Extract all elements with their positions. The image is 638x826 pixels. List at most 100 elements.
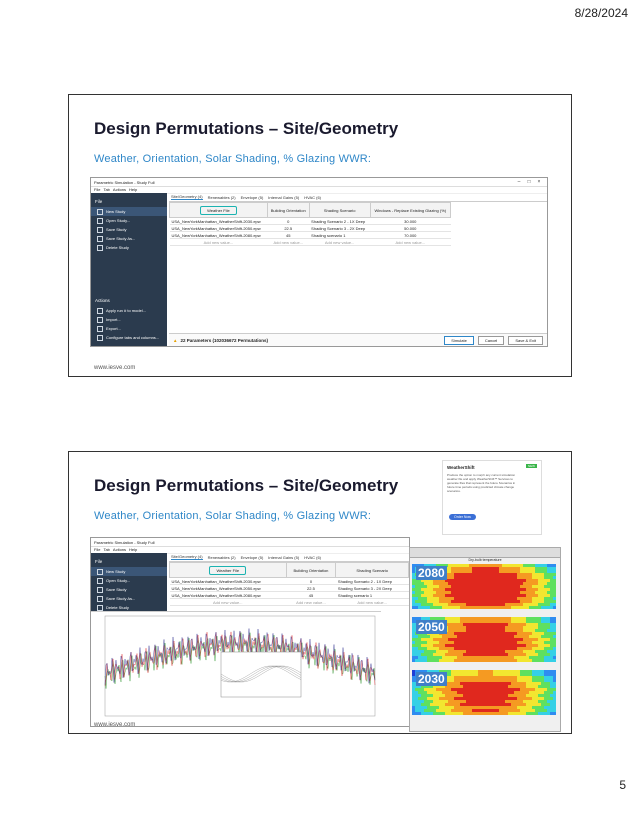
sidebar-item-new-study[interactable]: New Study <box>91 207 167 216</box>
add-new-orientation[interactable]: Add new value... <box>267 238 310 246</box>
save-exit-button[interactable]: Save & Exit <box>508 335 543 345</box>
heatmap-cell <box>481 647 484 650</box>
cell-orientation[interactable]: 22.5 <box>286 584 336 592</box>
table-row[interactable]: USA_NewYorkManhattan_WeatherShift-2080.e… <box>169 591 409 599</box>
cancel-button[interactable]: Cancel <box>477 335 505 345</box>
minimize-icon[interactable]: – <box>517 179 521 185</box>
tab-site-geometry[interactable]: Site/Geometry (4) <box>171 194 203 200</box>
tab-envelope[interactable]: Envelope (5) <box>240 194 264 200</box>
tab-hvac[interactable]: HVAC (6) <box>304 194 322 200</box>
sidebar-item-save-study[interactable]: Save Study <box>91 585 167 594</box>
heatmap-cell <box>415 703 418 706</box>
maximize-icon[interactable]: □ <box>527 179 531 185</box>
heatmap-cell <box>484 623 487 626</box>
cell-weather[interactable]: USA_NewYorkManhattan_WeatherShift-2030.e… <box>169 577 286 585</box>
heatmap-cell <box>439 653 442 656</box>
cell-weather[interactable]: USA_NewYorkManhattan_WeatherShift-2030.e… <box>169 217 268 225</box>
cell-weather[interactable]: USA_NewYorkManhattan_WeatherShift-2050.e… <box>169 224 268 232</box>
add-new-weather[interactable]: Add new value... <box>169 238 268 246</box>
sidebar-item-delete-study[interactable]: Delete Study <box>91 243 167 252</box>
cell-glazing[interactable]: 50.000 <box>370 224 451 232</box>
tab-internal-gains[interactable]: Internal Gains (5) <box>268 554 300 560</box>
column-header-orientation[interactable]: Building Orientation <box>285 562 337 578</box>
close-icon[interactable]: × <box>537 179 541 185</box>
cell-shading[interactable]: Shading Scenario 2 - 1X Deep <box>309 217 371 225</box>
table-row-add[interactable]: Add new value... Add new value... Add ne… <box>169 238 451 246</box>
column-header-shading[interactable]: Shading Scenario <box>335 562 409 578</box>
menu-tab[interactable]: Tab <box>103 547 110 552</box>
cell-orientation[interactable]: 0 <box>286 577 336 585</box>
cell-shading[interactable]: Shading Scenario 3 - 2X Deep <box>335 584 409 592</box>
cell-glazing[interactable]: 30.000 <box>370 217 451 225</box>
add-new-weather[interactable]: Add new value... <box>169 598 286 606</box>
heatmap-cell <box>544 659 547 662</box>
sidebar-item-open-study[interactable]: Open Study... <box>91 576 167 585</box>
column-header-weather[interactable]: Weather File <box>169 202 268 218</box>
sidebar-item-save-study-as[interactable]: Save Study As... <box>91 594 167 603</box>
cell-shading[interactable]: Shading Scenario 2 - 1X Deep <box>335 577 409 585</box>
heatmap-cell <box>469 670 472 673</box>
heatmap-cell <box>535 647 538 650</box>
heatmap-cell <box>430 594 433 597</box>
sidebar-item-delete-study[interactable]: Delete Study <box>91 603 167 612</box>
sidebar-item-save-study[interactable]: Save Study <box>91 225 167 234</box>
heatmap-cell <box>511 706 514 709</box>
heatmap-cell <box>463 679 466 682</box>
sidebar-item-save-study-as[interactable]: Save Study As... <box>91 234 167 243</box>
table-row[interactable]: USA_NewYorkManhattan_WeatherShift-2080.e… <box>169 231 451 239</box>
heatmap-cell <box>415 647 418 650</box>
sidebar-item-open-study[interactable]: Open Study... <box>91 216 167 225</box>
tab-internal-gains[interactable]: Internal Gains (5) <box>268 194 300 200</box>
heatmap-cell <box>505 617 508 620</box>
table-row[interactable]: USA_NewYorkManhattan_WeatherShift-2030.e… <box>169 577 409 585</box>
sidebar-item-new-study[interactable]: New Study <box>91 567 167 576</box>
heatmap-cell <box>529 597 532 600</box>
menu-file[interactable]: File <box>94 187 101 192</box>
table-row[interactable]: USA_NewYorkManhattan_WeatherShift-2030.e… <box>169 217 451 225</box>
cell-orientation[interactable]: 0 <box>267 217 310 225</box>
cell-orientation[interactable]: 45 <box>267 231 310 239</box>
tab-envelope[interactable]: Envelope (5) <box>240 554 264 560</box>
menu-tab[interactable]: Tab <box>103 187 110 192</box>
action-import[interactable]: Import... <box>91 315 167 324</box>
menu-help[interactable]: Help <box>129 547 138 552</box>
tab-renewables[interactable]: Renewables (2) <box>207 554 236 560</box>
table-row[interactable]: USA_NewYorkManhattan_WeatherShift-2050.e… <box>169 584 409 592</box>
order-now-button[interactable]: Order Now <box>449 514 476 520</box>
heatmap-cell <box>430 647 433 650</box>
heatmap-cell <box>541 626 544 629</box>
action-configure[interactable]: Configure tabs and columns... <box>91 333 167 342</box>
tab-hvac[interactable]: HVAC (6) <box>304 554 322 560</box>
column-header-weather[interactable]: Weather File <box>169 562 287 578</box>
add-new-shading[interactable]: Add new value... <box>335 598 409 606</box>
column-header-orientation[interactable]: Building Orientation <box>266 202 310 218</box>
menu-help[interactable]: Help <box>129 187 138 192</box>
tab-renewables[interactable]: Renewables (2) <box>207 194 236 200</box>
cell-weather[interactable]: USA_NewYorkManhattan_WeatherShift-2080.e… <box>169 591 286 599</box>
action-apply-run[interactable]: Apply run # to model... <box>91 306 167 315</box>
warning-icon: ▲ <box>173 337 178 343</box>
cell-shading[interactable]: Shading scenario 1 <box>309 231 371 239</box>
action-export[interactable]: Export... <box>91 324 167 333</box>
cell-weather[interactable]: USA_NewYorkManhattan_WeatherShift-2080.e… <box>169 231 268 239</box>
add-new-orientation[interactable]: Add new value... <box>286 598 336 606</box>
column-header-shading[interactable]: Shading Scenario <box>308 202 371 218</box>
table-row-add[interactable]: Add new value... Add new value... Add ne… <box>169 598 409 606</box>
menu-actions[interactable]: Actions <box>112 547 127 552</box>
cell-shading[interactable]: Shading scenario 1 <box>335 591 409 599</box>
column-header-glazing[interactable]: Windows - Replace Existing Glazing (%) <box>369 202 452 218</box>
heatmap-cell <box>454 709 457 712</box>
menu-file[interactable]: File <box>94 547 101 552</box>
simulate-button[interactable]: Simulate <box>444 335 474 345</box>
table-row[interactable]: USA_NewYorkManhattan_WeatherShift-2050.e… <box>169 224 451 232</box>
cell-orientation[interactable]: 45 <box>286 591 336 599</box>
add-new-shading[interactable]: Add new value... <box>309 238 371 246</box>
menu-actions[interactable]: Actions <box>112 187 127 192</box>
add-new-glazing[interactable]: Add new value... <box>370 238 451 246</box>
tab-site-geometry[interactable]: Site/Geometry (4) <box>171 554 203 560</box>
cell-glazing[interactable]: 70.000 <box>370 231 451 239</box>
cell-shading[interactable]: Shading Scenario 3 - 2X Deep <box>309 224 371 232</box>
heatmap-cell <box>490 594 493 597</box>
cell-weather[interactable]: USA_NewYorkManhattan_WeatherShift-2050.e… <box>169 584 286 592</box>
cell-orientation[interactable]: 22.5 <box>267 224 310 232</box>
